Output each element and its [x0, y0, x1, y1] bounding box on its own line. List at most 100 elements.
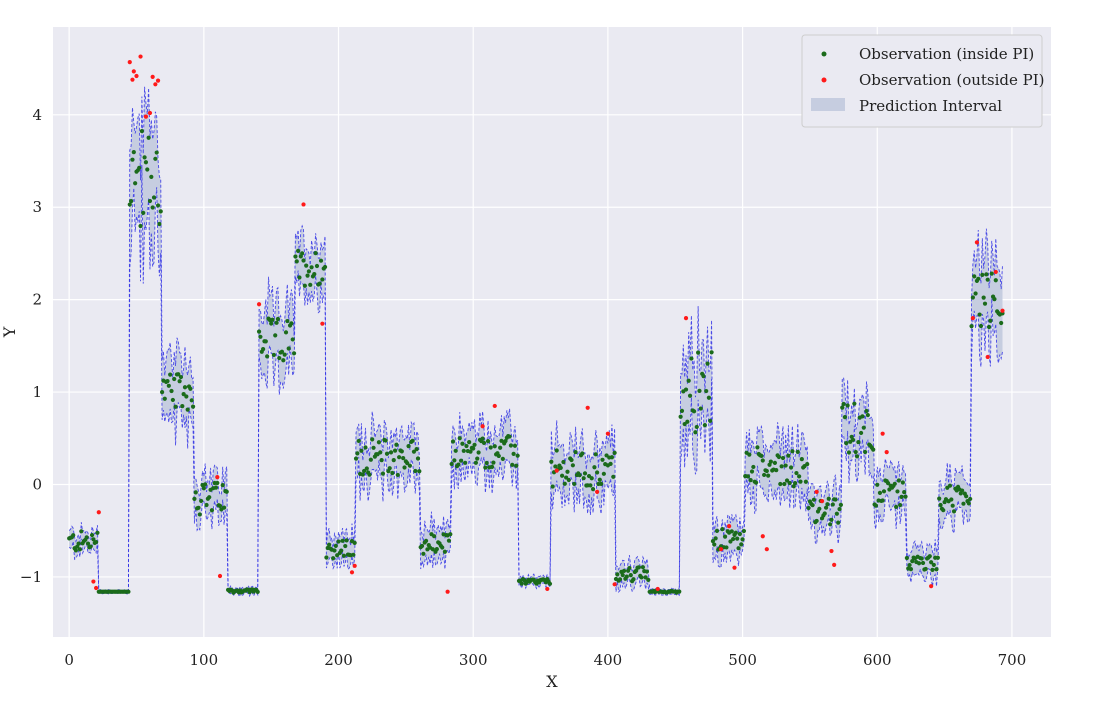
inside-point — [471, 446, 476, 451]
inside-point — [844, 441, 849, 446]
legend: Observation (inside PI) Observation (out… — [801, 34, 1045, 128]
inside-point — [639, 575, 644, 580]
inside-point — [308, 282, 313, 287]
band-fill — [69, 86, 1003, 597]
inside-point — [981, 295, 986, 300]
outside-observations — [91, 54, 1005, 594]
inside-point — [976, 276, 981, 281]
inside-point — [828, 522, 833, 527]
inside-point — [850, 437, 856, 442]
inside-point — [503, 438, 508, 444]
inside-point — [514, 463, 519, 468]
inside-point — [508, 443, 514, 448]
inside-point — [920, 560, 926, 566]
inside-point — [324, 555, 329, 560]
inside-point — [137, 165, 142, 170]
inside-point — [297, 275, 302, 280]
legend-band-swatch — [811, 98, 845, 111]
inside-point — [189, 398, 194, 403]
inside-point — [978, 323, 984, 329]
inside-point — [841, 401, 846, 407]
inside-point — [89, 532, 95, 538]
y-axis-label: Y — [0, 326, 19, 338]
outside-point — [727, 523, 732, 529]
inside-point — [615, 572, 620, 577]
band-lower-line — [68, 165, 1003, 598]
outside-point — [352, 563, 357, 568]
inside-point — [153, 156, 158, 161]
outside-point — [655, 586, 660, 592]
inside-point — [968, 496, 973, 502]
inside-point — [553, 464, 558, 469]
inside-point — [498, 445, 503, 450]
inside-point — [696, 350, 701, 355]
plot-background — [53, 27, 1051, 637]
x-tick-label: 500 — [728, 651, 757, 669]
x-tick-label: 100 — [190, 651, 219, 669]
inside-point — [702, 423, 707, 428]
inside-point — [464, 443, 469, 449]
inside-point — [565, 469, 570, 474]
outside-point — [153, 82, 158, 87]
inside-point — [863, 449, 868, 455]
inside-point — [352, 540, 357, 546]
inside-point — [776, 454, 782, 460]
outside-point — [595, 489, 600, 494]
inside-point — [570, 463, 575, 468]
inside-point — [154, 150, 159, 155]
legend-inside-marker — [821, 51, 827, 57]
inside-point — [710, 539, 716, 544]
inside-point — [929, 560, 934, 565]
inside-point — [836, 520, 841, 525]
outside-point — [545, 586, 550, 592]
outside-point — [605, 431, 610, 436]
inside-point — [131, 150, 136, 155]
inside-point — [500, 456, 505, 461]
inside-point — [601, 471, 606, 476]
inside-point — [289, 321, 294, 326]
inside-point — [460, 441, 465, 446]
inside-point — [590, 487, 596, 492]
inside-point — [753, 480, 759, 485]
outside-point — [718, 547, 724, 552]
inside-point — [895, 489, 900, 494]
inside-point — [142, 155, 147, 160]
inside-point — [286, 346, 291, 351]
inside-point — [301, 258, 306, 263]
inside-point — [599, 481, 604, 486]
inside-point — [341, 553, 347, 558]
inside-point — [941, 508, 946, 513]
inside-point — [782, 481, 787, 487]
inside-point — [679, 408, 685, 414]
inside-point — [903, 494, 908, 499]
inside-point — [805, 461, 810, 467]
outside-point — [585, 405, 590, 410]
inside-point — [950, 503, 955, 508]
y-tick-label: 2 — [32, 291, 42, 309]
inside-point — [430, 547, 435, 552]
inside-point — [577, 473, 582, 478]
band-upper-line — [68, 86, 1003, 592]
inside-point — [736, 546, 741, 551]
inside-point — [448, 532, 453, 537]
inside-point — [463, 460, 468, 465]
legend-box — [801, 34, 1043, 128]
inside-point — [735, 536, 740, 541]
inside-point — [306, 269, 311, 274]
inside-point — [151, 195, 157, 200]
inside-point — [797, 474, 802, 479]
inside-point — [139, 129, 144, 134]
inside-point — [636, 565, 641, 570]
outside-point — [929, 584, 934, 589]
inside-point — [970, 295, 975, 300]
inside-point — [973, 291, 978, 296]
inside-point — [282, 352, 287, 357]
inside-point — [339, 548, 344, 553]
inside-point — [472, 442, 477, 447]
inside-point — [612, 450, 617, 455]
inside-point — [399, 449, 404, 454]
inside-point — [270, 317, 275, 322]
inside-point — [290, 337, 295, 342]
outside-point — [134, 73, 139, 79]
inside-point — [201, 486, 206, 491]
